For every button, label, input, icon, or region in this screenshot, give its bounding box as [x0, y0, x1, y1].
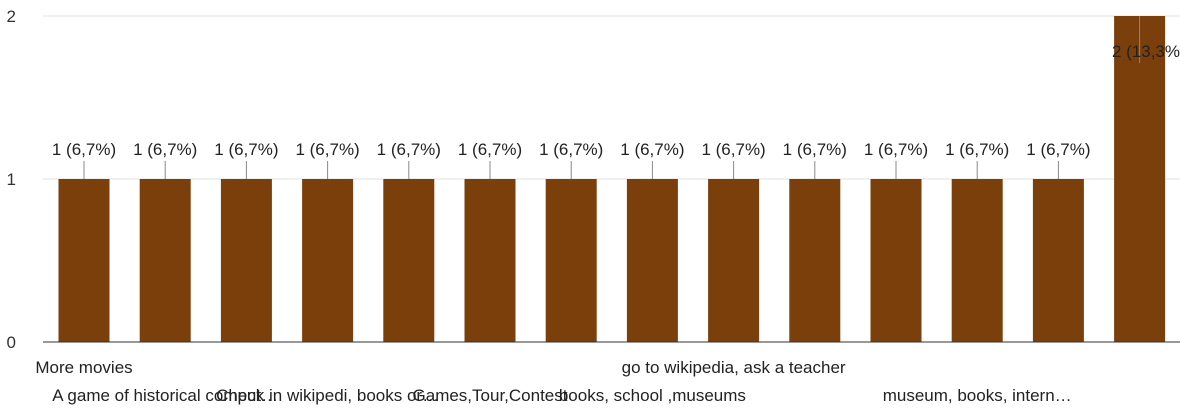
data-label: 1 (6,7%) — [133, 140, 197, 159]
y-tick-label: 0 — [7, 333, 16, 352]
data-label: 1 (6,7%) — [945, 140, 1009, 159]
data-label: 1 (6,7%) — [1026, 140, 1090, 159]
data-label: 1 (6,7%) — [458, 140, 522, 159]
bar[interactable] — [302, 179, 354, 342]
y-tick-label: 2 — [7, 7, 16, 26]
bar[interactable] — [139, 179, 191, 342]
bar[interactable] — [789, 179, 841, 342]
data-label: 1 (6,7%) — [701, 140, 765, 159]
x-category-label: Check in wikipedi, books or… — [216, 386, 439, 405]
x-category-label: A game of historical comput… — [52, 386, 278, 405]
data-labels: 1 (6,7%) 1 (6,7%) 1 (6,7%) 1 (6,7%) 1 (6,7%)… — [52, 42, 1180, 159]
bar[interactable] — [383, 179, 435, 342]
bar[interactable] — [1032, 179, 1084, 342]
bar[interactable] — [626, 179, 678, 342]
data-label: 1 (6,7%) — [295, 140, 359, 159]
bar[interactable] — [708, 179, 760, 342]
data-label: 2 (13,3% — [1112, 42, 1180, 61]
data-label: 1 (6,7%) — [864, 140, 928, 159]
data-label: 1 (6,7%) — [52, 140, 116, 159]
bar[interactable] — [951, 179, 1003, 342]
data-label: 1 (6,7%) — [783, 140, 847, 159]
bar[interactable] — [58, 179, 110, 342]
bar[interactable] — [870, 179, 922, 342]
x-category-label: Games,Tour,Contest — [413, 386, 568, 405]
bar[interactable] — [1114, 16, 1166, 342]
data-label: 1 (6,7%) — [620, 140, 684, 159]
data-label: 1 (6,7%) — [214, 140, 278, 159]
data-label-leaders — [83, 16, 1141, 179]
bars — [58, 16, 1166, 342]
x-category-label: go to wikipedia, ask a teacher — [622, 358, 846, 377]
bar[interactable] — [545, 179, 597, 342]
data-label: 1 (6,7%) — [377, 140, 441, 159]
data-label: 1 (6,7%) — [539, 140, 603, 159]
bar[interactable] — [220, 179, 272, 342]
x-axis-category-labels: More movies A game of historical comput…C… — [35, 358, 1071, 405]
x-category-label: books, school ,museums — [559, 386, 746, 405]
x-category-label: More movies — [35, 358, 132, 377]
y-tick-label: 1 — [7, 170, 16, 189]
x-category-label: museum, books, intern… — [883, 386, 1072, 405]
bar[interactable] — [464, 179, 516, 342]
y-axis-tick-labels: 0 1 2 — [7, 7, 16, 352]
